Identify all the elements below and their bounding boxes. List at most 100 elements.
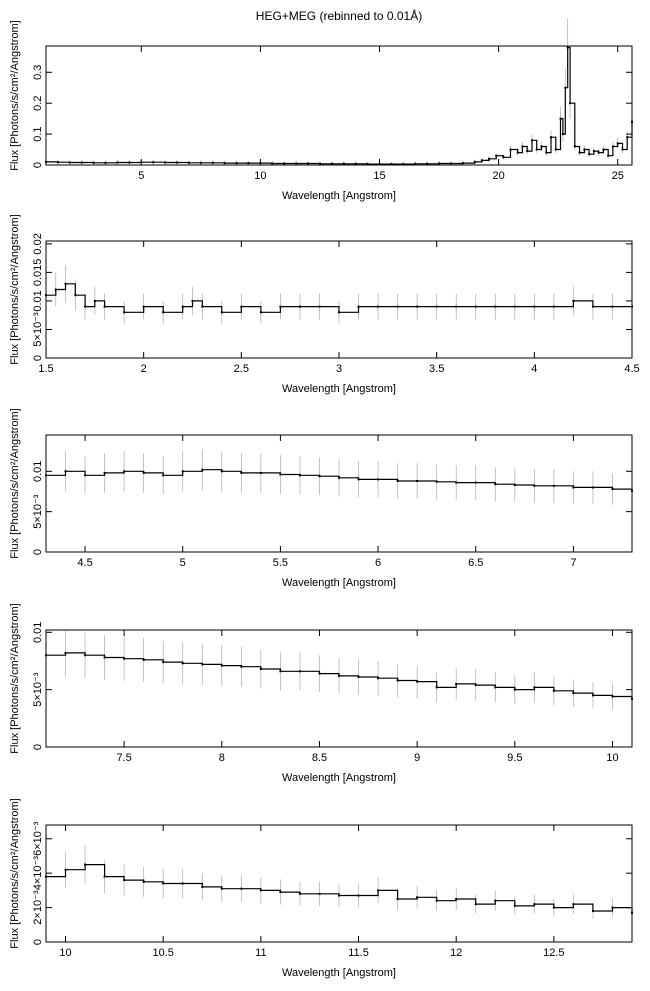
data-point [474, 903, 477, 906]
data-point [474, 305, 477, 308]
x-tick-label: 3 [336, 363, 342, 375]
data-point [181, 470, 184, 473]
plot-frame [45, 824, 633, 943]
data-point [611, 488, 614, 491]
data-point [123, 470, 126, 473]
data-point [103, 471, 106, 474]
data-point [128, 161, 131, 164]
data-point [495, 154, 498, 157]
data-point [307, 162, 310, 165]
data-point [572, 299, 575, 302]
plot-frame [45, 629, 633, 748]
data-point [235, 162, 238, 165]
x-tick-label: 5 [138, 170, 144, 182]
data-point [142, 658, 145, 661]
data-point [597, 151, 600, 154]
data-point [201, 305, 204, 308]
data-point [74, 294, 77, 297]
x-axis-label: Wavelength [Angstrom] [282, 383, 396, 395]
data-point [64, 282, 67, 285]
data-point [552, 689, 555, 692]
data-point [573, 145, 576, 148]
data-point [513, 904, 516, 907]
data-point [552, 305, 555, 308]
data-point [530, 139, 533, 142]
data-point [103, 305, 106, 308]
x-tick-label: 9 [414, 752, 420, 764]
data-point [533, 305, 536, 308]
x-tick-label: 12 [450, 947, 462, 959]
x-tick-label: 9.5 [507, 752, 522, 764]
data-point [626, 136, 629, 139]
data-point [298, 305, 301, 308]
y-axis-label: Flux [Photons/s/cm²/Angstrom] [9, 214, 21, 364]
data-point [142, 305, 145, 308]
data-point [569, 102, 572, 105]
y-tick-label: 0.01 [32, 622, 44, 643]
x-tick-label: 8 [219, 752, 225, 764]
data-point [611, 145, 614, 148]
data-point [578, 151, 581, 154]
data-point [611, 695, 614, 698]
data-point [162, 474, 165, 477]
data-point [480, 159, 483, 162]
data-point [545, 151, 548, 154]
x-axis-label: Wavelength [Angstrom] [282, 772, 396, 784]
data-point [572, 903, 575, 906]
data-point [535, 148, 538, 151]
data-point [54, 288, 57, 291]
data-point [298, 892, 301, 895]
data-point [104, 161, 107, 164]
x-tick-label: 10 [59, 947, 71, 959]
chart-panel-2: 1.5 2 2.5 3 3.5 4 4.5 0 5×10⁻³0.01 0.015 0.02 Wavel… [9, 214, 640, 395]
x-tick-label: 15 [373, 170, 385, 182]
data-point [338, 311, 340, 314]
x-tick-label: 10 [254, 170, 266, 182]
data-point [435, 480, 438, 483]
x-tick-label: 7 [570, 557, 576, 569]
data-point [142, 880, 145, 883]
data-point [357, 676, 360, 679]
data-point [455, 897, 458, 900]
data-point [298, 670, 301, 673]
data-point [591, 486, 594, 489]
y-tick-label: 5×10⁻³ [32, 494, 44, 529]
data-point [592, 150, 595, 153]
y-tick-label: 6×10⁻³ [32, 821, 44, 856]
data-point [199, 161, 202, 164]
data-point [357, 305, 360, 308]
x-axis-label: Wavelength [Angstrom] [282, 967, 396, 979]
x-tick-label: 11 [255, 947, 266, 959]
x-tick-label: 2 [141, 363, 147, 375]
data-point [181, 882, 184, 885]
x-tick-label: 20 [492, 170, 504, 182]
data-point [295, 162, 298, 165]
x-tick-label: 5.5 [273, 557, 288, 569]
data-point [550, 136, 553, 139]
data-point [84, 654, 87, 657]
data-point [64, 470, 67, 473]
y-tick-label: 0.01 [32, 461, 44, 482]
y-tick-label: 2×10⁻³ [32, 890, 44, 925]
y-axis-label: Flux [Photons/s/cm²/Angstrom] [9, 20, 21, 170]
data-point [68, 161, 71, 164]
y-tick-label: 0.1 [32, 126, 44, 141]
y-axis-label: Flux [Photons/s/cm²/Angstrom] [9, 798, 21, 948]
data-point [611, 305, 614, 308]
y-tick-label: 0.2 [32, 96, 44, 111]
data-point [591, 910, 594, 913]
x-tick-label: 4 [531, 363, 537, 375]
data-point [240, 305, 243, 308]
data-point [611, 906, 614, 909]
x-axis-label: Wavelength [Angstrom] [282, 190, 396, 202]
data-point [416, 479, 419, 482]
plot-frame [45, 45, 633, 166]
data-point [220, 470, 223, 473]
x-tick-label: 4.5 [624, 363, 639, 375]
data-point [564, 86, 567, 89]
data-point [533, 686, 536, 689]
data-point [494, 899, 497, 902]
data-point [103, 875, 106, 878]
data-point [449, 162, 452, 165]
